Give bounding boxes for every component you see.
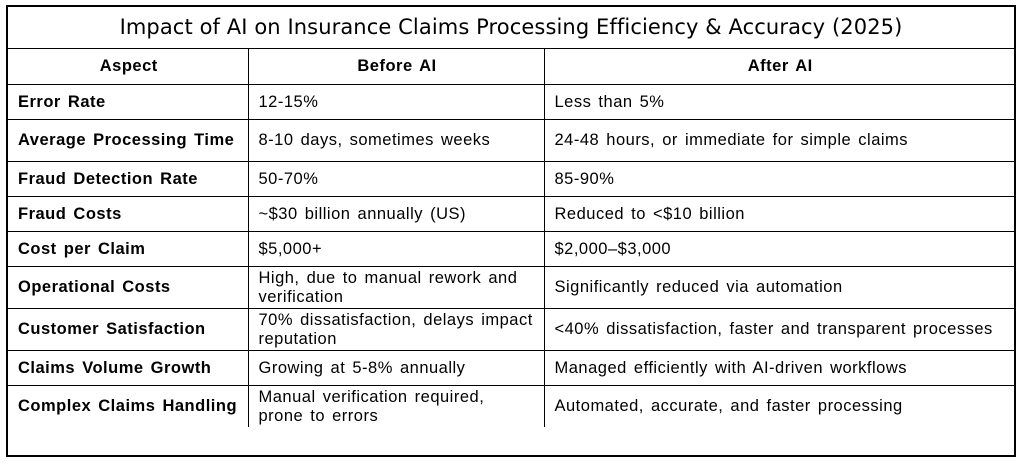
aspect-cell: Fraud Detection Rate [8, 161, 249, 197]
comparison-table: Aspect Before AI After AI Error Rate 12-… [8, 49, 1014, 427]
before-ai-cell: 8-10 days, sometimes weeks [247, 119, 545, 162]
aspect-cell: Cost per Claim [8, 231, 249, 267]
before-ai-cell: 70% dissatisfaction, delays impact reput… [247, 308, 545, 351]
aspect-cell: Fraud Costs [8, 196, 249, 232]
before-ai-cell: Manual verification required, prone to e… [247, 385, 545, 427]
column-header-after-ai: After AI [543, 49, 1014, 85]
after-ai-cell: Significantly reduced via automation [543, 266, 1014, 309]
after-ai-cell: <40% dissatisfaction, faster and transpa… [543, 308, 1014, 351]
before-ai-cell: $5,000+ [247, 231, 545, 267]
before-ai-cell: Growing at 5-8% annually [247, 350, 545, 386]
table-row: Customer Satisfaction 70% dissatisfactio… [8, 308, 1014, 351]
comparison-table-frame: Impact of AI on Insurance Claims Process… [6, 5, 1016, 457]
table-row: Error Rate 12-15% Less than 5% [8, 84, 1014, 120]
after-ai-cell: 85-90% [543, 161, 1014, 197]
before-ai-cell: High, due to manual rework and verificat… [247, 266, 545, 309]
table-row: Claims Volume Growth Growing at 5-8% ann… [8, 350, 1014, 386]
header-row: Aspect Before AI After AI [8, 49, 1014, 85]
after-ai-cell: Reduced to <$10 billion [543, 196, 1014, 232]
table-row: Cost per Claim $5,000+ $2,000–$3,000 [8, 231, 1014, 267]
table-row: Fraud Detection Rate 50-70% 85-90% [8, 161, 1014, 197]
column-header-aspect: Aspect [8, 49, 249, 85]
before-ai-cell: 12-15% [247, 84, 545, 120]
column-header-before-ai: Before AI [247, 49, 545, 85]
after-ai-cell: $2,000–$3,000 [543, 231, 1014, 267]
table-row: Complex Claims Handling Manual verificat… [8, 385, 1014, 427]
table-row: Fraud Costs ~$30 billion annually (US) R… [8, 196, 1014, 232]
aspect-cell: Complex Claims Handling [8, 385, 249, 427]
before-ai-cell: ~$30 billion annually (US) [247, 196, 545, 232]
table-title: Impact of AI on Insurance Claims Process… [8, 7, 1014, 49]
after-ai-cell: Automated, accurate, and faster processi… [543, 385, 1014, 427]
aspect-cell: Error Rate [8, 84, 249, 120]
after-ai-cell: 24-48 hours, or immediate for simple cla… [543, 119, 1014, 162]
after-ai-cell: Managed efficiently with AI-driven workf… [543, 350, 1014, 386]
before-ai-cell: 50-70% [247, 161, 545, 197]
table-row: Operational Costs High, due to manual re… [8, 266, 1014, 309]
aspect-cell: Claims Volume Growth [8, 350, 249, 386]
aspect-cell: Average Processing Time [8, 119, 249, 162]
aspect-cell: Customer Satisfaction [8, 308, 249, 351]
aspect-cell: Operational Costs [8, 266, 249, 309]
after-ai-cell: Less than 5% [543, 84, 1014, 120]
table-row: Average Processing Time 8-10 days, somet… [8, 119, 1014, 162]
